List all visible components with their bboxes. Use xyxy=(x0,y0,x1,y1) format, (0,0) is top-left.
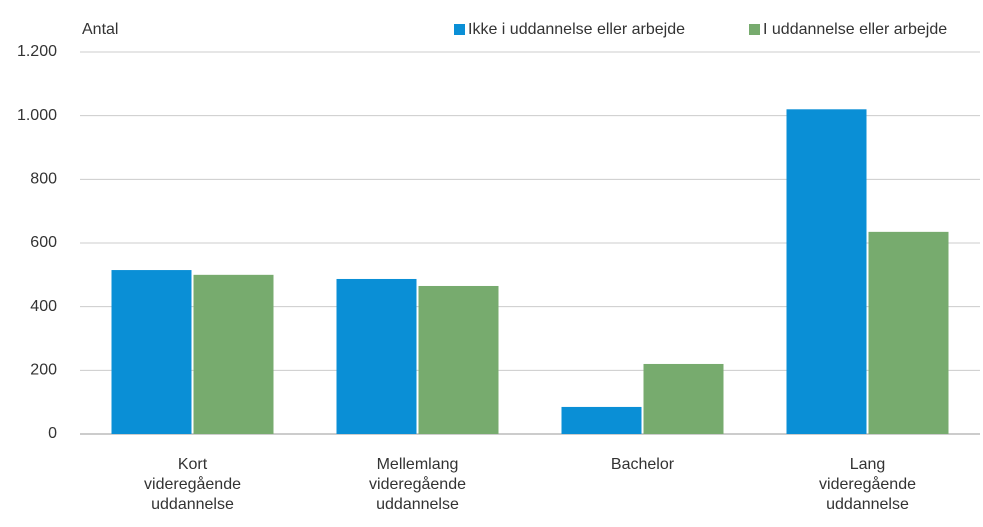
y-tick-label: 1.000 xyxy=(17,107,57,124)
bar xyxy=(786,109,867,435)
bar xyxy=(868,231,949,434)
bar xyxy=(193,274,274,434)
y-tick-label: 1.200 xyxy=(17,43,57,60)
x-tick-label: Bachelor xyxy=(610,456,675,473)
legend-swatch xyxy=(749,24,760,35)
bar xyxy=(561,406,642,434)
x-tick-label: Mellemlang videregående uddannelse xyxy=(369,456,466,513)
y-axis-label: Antal xyxy=(82,21,118,38)
bar xyxy=(643,363,724,434)
y-tick-label: 600 xyxy=(30,234,57,251)
y-tick-label: 0 xyxy=(48,425,57,442)
bar xyxy=(418,285,499,434)
legend-label: I uddannelse eller arbejde xyxy=(763,21,947,38)
y-tick-label: 200 xyxy=(30,362,57,379)
legend-swatch xyxy=(454,24,465,35)
bar xyxy=(336,278,417,434)
x-tick-label: Lang videregående uddannelse xyxy=(819,456,916,513)
x-tick-label: Kort videregående uddannelse xyxy=(144,456,241,513)
legend-label: Ikke i uddannelse eller arbejde xyxy=(468,21,685,38)
y-tick-label: 800 xyxy=(30,171,57,188)
y-tick-label: 400 xyxy=(30,298,57,315)
bar xyxy=(111,270,192,434)
